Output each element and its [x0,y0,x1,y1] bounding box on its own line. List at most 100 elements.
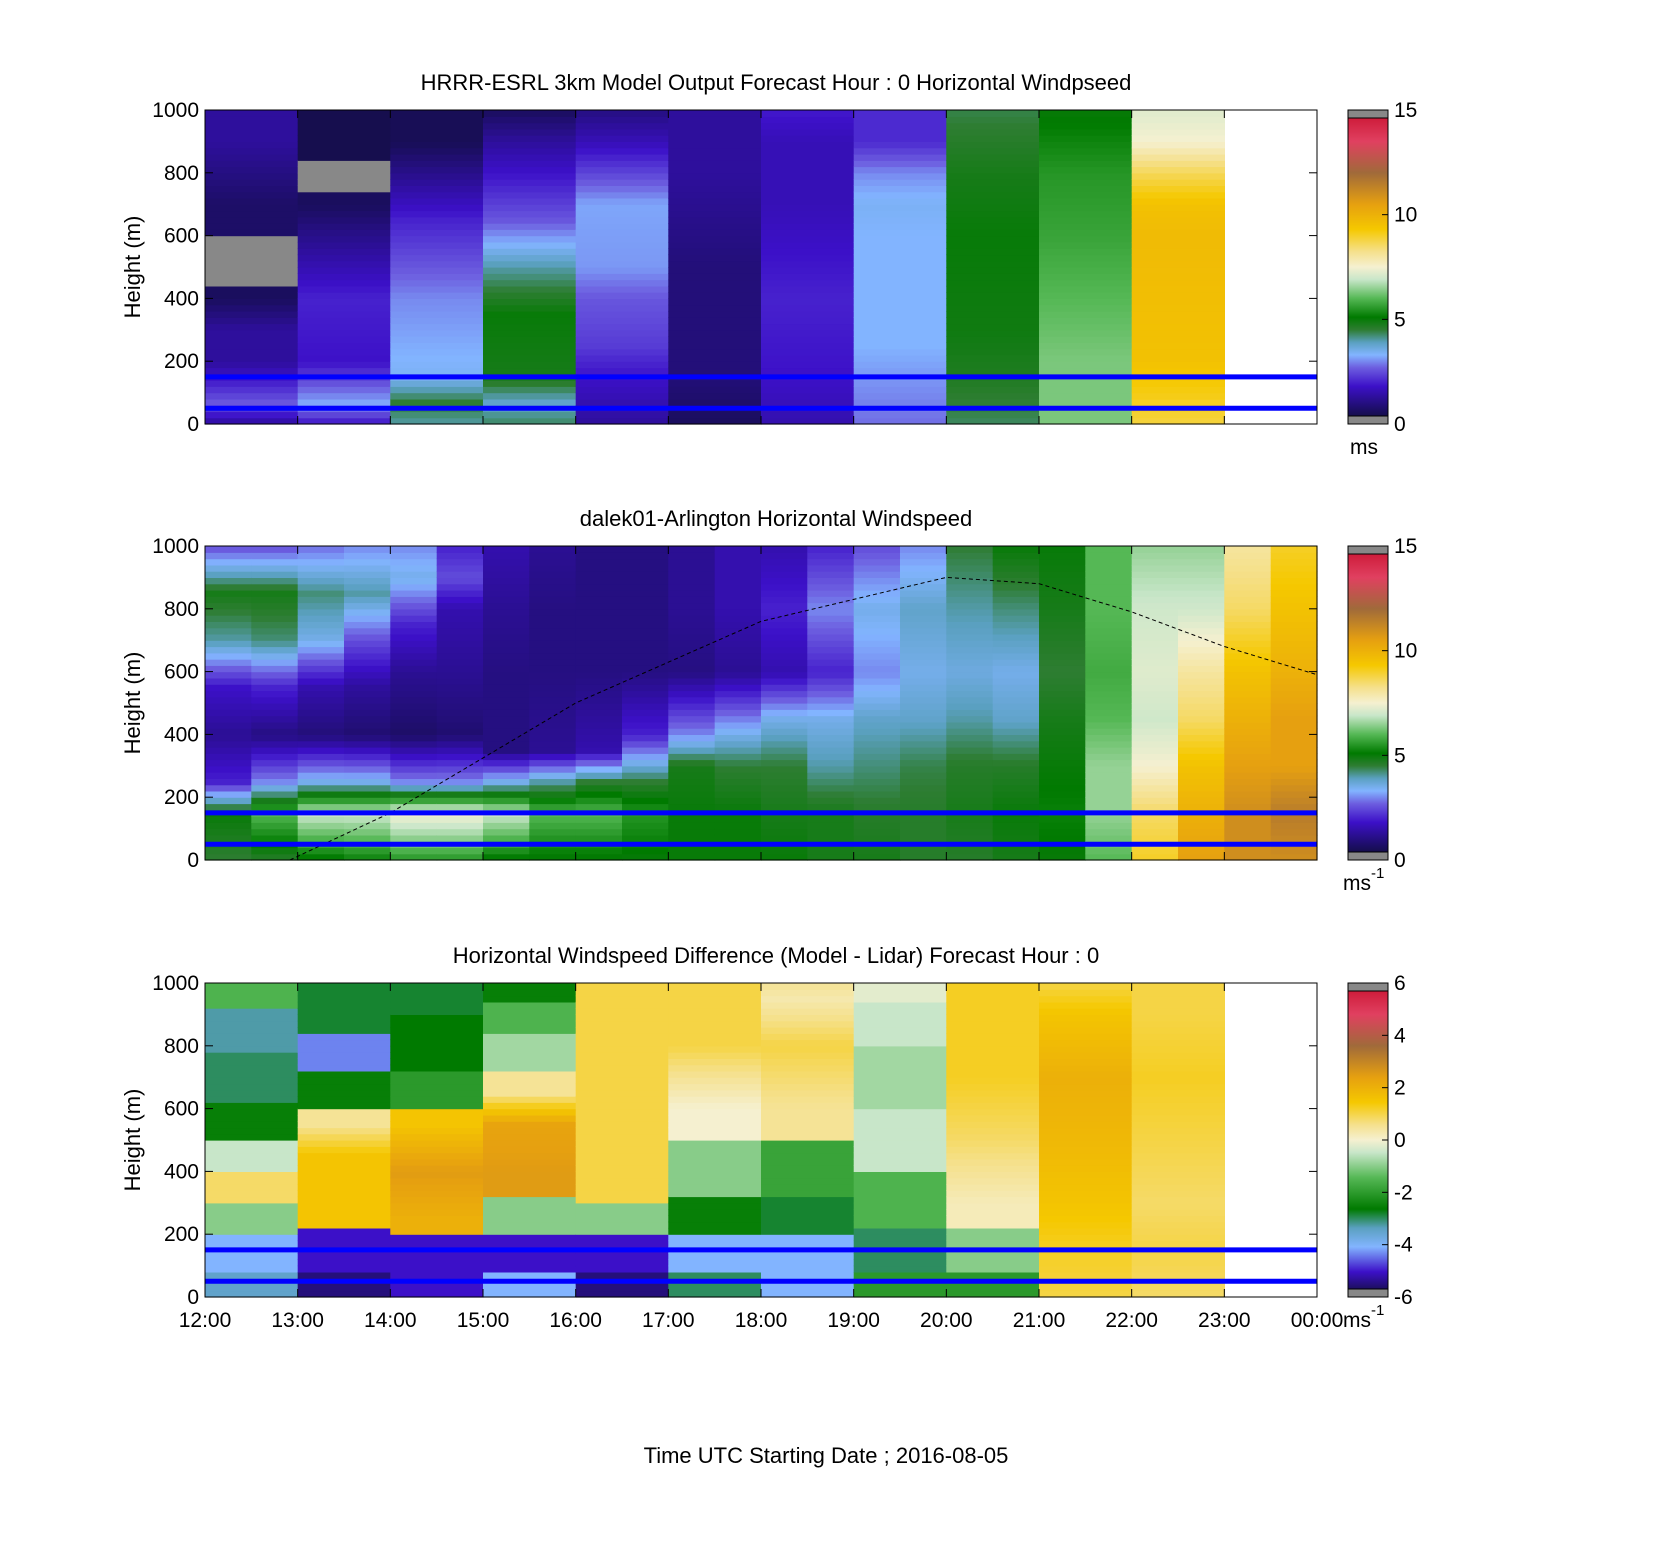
heatmap-cell [1131,759,1179,767]
heatmap-cell [761,342,855,350]
heatmap-cell [205,1008,299,1015]
heatmap-cell [436,721,484,729]
heatmap-cell [946,1209,1040,1216]
heatmap-cell [853,1014,947,1022]
heatmap-cell [483,216,577,224]
heatmap-cell [436,740,484,748]
heatmap-cell [853,1190,947,1198]
heatmap-cell [714,772,762,779]
colorbar-lower-cap [1347,1288,1389,1298]
heatmap-cell [483,1070,577,1078]
heatmap-cell [1178,646,1225,654]
heatmap-cell [205,1058,299,1066]
heatmap-cell [575,354,669,362]
colorbar-gradient [1347,545,1389,861]
heatmap-cell [668,241,762,249]
heatmap-cell [761,1089,855,1097]
heatmap-cell [575,621,623,629]
heatmap-cell [297,1221,391,1229]
heatmap-cell [1039,640,1086,648]
heatmap-cell [714,596,762,604]
heatmap-cell [436,646,484,654]
heatmap-cell [251,834,299,842]
heatmap-cell [946,816,994,823]
heatmap-column [297,546,345,861]
heatmap-cell [761,590,808,597]
heatmap-cell [761,1146,855,1154]
heatmap-cell [807,608,855,616]
heatmap-cell [436,734,484,742]
heatmap-cell [1039,671,1086,679]
heatmap-cell [1178,834,1225,842]
heatmap-cell [436,816,484,823]
heatmap-cell [668,1240,762,1248]
heatmap-cell [946,652,994,660]
heatmap-cell [1131,715,1179,723]
y-tick-label: 200 [164,786,199,809]
heatmap-column [297,110,391,425]
heatmap-cell [483,147,577,155]
heatmap-cell [946,166,1040,174]
heatmap-cell [251,684,299,692]
heatmap-cell [1131,311,1225,318]
heatmap-cell [575,577,623,585]
heatmap-cell [483,1008,577,1015]
heatmap-cell [1085,571,1133,578]
heatmap-cell [1178,803,1225,811]
heatmap-cell [946,1114,1040,1122]
heatmap-cell [297,1127,391,1135]
heatmap-cell [946,1133,1040,1141]
heatmap-cell [946,621,994,629]
heatmap-cell [1039,646,1086,654]
heatmap-cell [853,279,947,287]
heatmap-cell [853,608,901,616]
heatmap-cell [297,260,391,268]
heatmap-cell [992,828,1040,836]
heatmap-cell [761,646,808,654]
heatmap-cell [297,367,391,375]
heatmap-cell [483,179,577,186]
heatmap-cell [1039,608,1086,616]
heatmap-cell [1178,721,1225,729]
heatmap-cell [946,646,994,654]
heatmap-cell [714,834,762,842]
heatmap-cell [946,204,1040,212]
heatmap-cell [575,248,669,256]
heatmap-cell [297,564,345,572]
heatmap-cell [668,1271,762,1279]
heatmap-cell [668,1014,762,1022]
heatmap-cell [483,361,577,369]
heatmap-cell [575,583,623,591]
heatmap-cell [483,172,577,180]
heatmap-cell [946,989,1040,997]
heatmap-cell [622,640,669,648]
heatmap-cell [1178,633,1225,641]
heatmap-cell [390,1077,484,1085]
heatmap-cell [1178,652,1225,660]
heatmap-cell [575,380,669,387]
heatmap-column [1178,546,1225,861]
x-tick-label: 22:00 [1105,1309,1158,1332]
heatmap-cell [853,602,901,610]
heatmap-cell [1085,797,1133,805]
heatmap-cell [575,1221,669,1229]
heatmap-cell [483,1039,577,1047]
heatmap-cell [1224,696,1272,704]
heatmap-cell [344,596,391,604]
heatmap-cell [1131,1165,1225,1172]
heatmap-cell [853,778,901,786]
heatmap-cell [1039,834,1086,842]
heatmap-cell [297,1001,391,1009]
heatmap-cell [297,197,391,205]
heatmap-cell [390,590,438,597]
heatmap-cell [1039,1008,1133,1015]
heatmap-cell [251,571,299,578]
heatmap-cell [853,772,901,779]
heatmap-cell [1131,1158,1225,1166]
heatmap-cell [992,759,1040,767]
heatmap-cell [436,709,484,717]
heatmap-cell [1085,615,1133,622]
heatmap-cell [1039,166,1133,174]
heatmap-cell [390,1027,484,1034]
